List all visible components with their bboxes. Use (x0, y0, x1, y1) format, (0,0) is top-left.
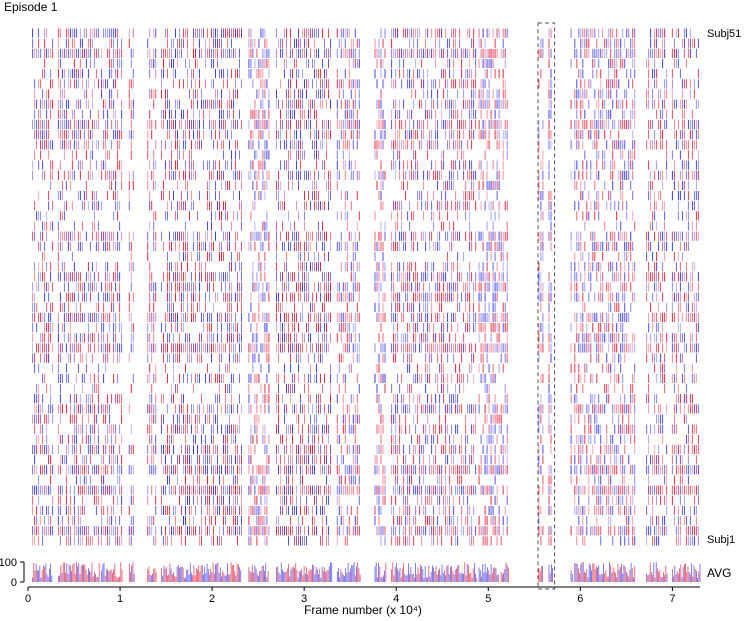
subject-row (34, 272, 699, 282)
subject-row (34, 99, 699, 109)
subject-row (38, 241, 689, 251)
subject-row (32, 323, 699, 333)
subject-row (32, 312, 699, 322)
subject-row (32, 282, 699, 292)
subject-row (36, 140, 697, 150)
subject-row (36, 384, 687, 394)
subject-row (32, 160, 699, 170)
subject-row (32, 170, 699, 180)
subject-row (42, 252, 683, 262)
subject-row (34, 363, 693, 373)
subject-row (34, 201, 699, 211)
subject-row (32, 353, 697, 363)
subject-row (34, 262, 695, 272)
subject-row (38, 191, 699, 201)
subject-row (34, 404, 699, 414)
subject-row (34, 89, 695, 99)
subject-row (50, 180, 697, 190)
subject-row (34, 394, 693, 404)
subject-row (32, 302, 697, 312)
subject-row (34, 221, 697, 231)
subject-row (32, 333, 697, 343)
subject-row (36, 211, 699, 221)
raster-rows (32, 28, 699, 546)
subject-row (42, 373, 697, 383)
subject-row (32, 28, 691, 38)
subject-row (34, 109, 693, 119)
subject-row (32, 231, 699, 241)
subject-row (42, 69, 699, 79)
subject-row (34, 150, 699, 160)
subject-row (44, 59, 687, 69)
subject-row (32, 119, 699, 130)
subject-row (32, 38, 699, 48)
subject-row (32, 48, 697, 58)
subject-row (34, 130, 699, 140)
subject-row (32, 343, 699, 353)
chart-title: Episode 1 (4, 0, 58, 14)
subject-row (34, 79, 699, 89)
subject-row (32, 292, 699, 302)
